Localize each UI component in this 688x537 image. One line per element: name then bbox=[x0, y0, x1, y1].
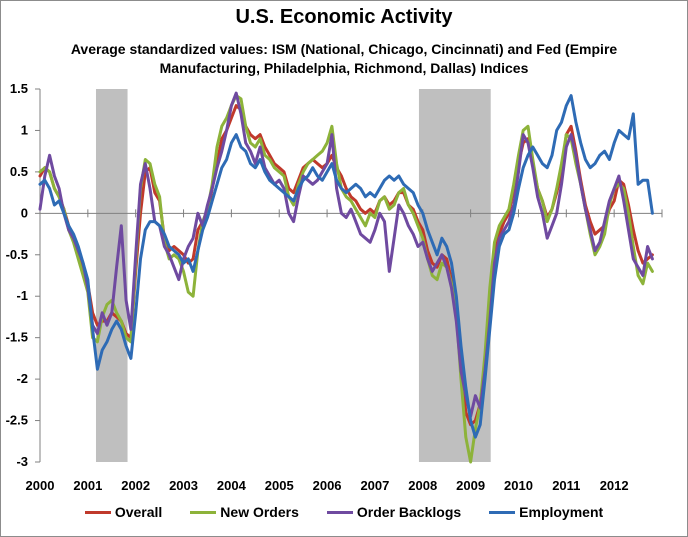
y-tick-label: -1.5 bbox=[6, 330, 28, 345]
y-tick-label: -0.5 bbox=[6, 247, 28, 262]
y-tick-labels: 1.5 1 0.5 0 -0.5 -1 -1.5 -2 -2.5 -3 bbox=[6, 81, 28, 469]
chart-title: U.S. Economic Activity bbox=[235, 6, 453, 28]
chart-subtitle-line-1: Average standardized values: ISM (Nation… bbox=[70, 41, 618, 57]
y-tick-label: -3 bbox=[16, 454, 28, 469]
legend-item: Overall bbox=[84, 504, 163, 520]
legend-swatch bbox=[489, 510, 516, 514]
y-tick-label: -1 bbox=[16, 288, 28, 303]
x-tick-label: 2004 bbox=[217, 478, 247, 493]
y-tick-label: -2.5 bbox=[6, 413, 28, 428]
x-tick-label: 2011 bbox=[552, 478, 580, 493]
legend-item: Order Backlogs bbox=[326, 504, 462, 520]
legend: Overall New Orders Order Backlogs Employmen… bbox=[0, 504, 688, 520]
x-tick-label: 2008 bbox=[408, 478, 437, 493]
legend-item: Employment bbox=[489, 504, 603, 520]
series-line-order-backlogs bbox=[38, 91, 654, 418]
legend-item: New Orders bbox=[190, 504, 299, 520]
x-tick-label: 2006 bbox=[313, 478, 342, 493]
chart-subtitle-line-2: Manufacturing, Philadelphia, Richmond, D… bbox=[159, 60, 529, 76]
series-line-overall bbox=[38, 104, 654, 427]
x-tick-label: 2001 bbox=[73, 478, 102, 493]
series-line-employment bbox=[38, 94, 654, 439]
recession-band bbox=[95, 89, 128, 462]
x-tick-label: 2002 bbox=[121, 478, 150, 493]
legend-swatch bbox=[84, 510, 111, 514]
x-tick-label: 2000 bbox=[26, 478, 55, 493]
legend-swatch bbox=[326, 510, 353, 514]
y-tick-label: 1.5 bbox=[10, 81, 28, 96]
x-tick-label: 2007 bbox=[360, 478, 389, 493]
legend-swatch bbox=[190, 510, 217, 514]
legend-label: New Orders bbox=[220, 504, 299, 520]
x-tick-label: 2010 bbox=[504, 478, 533, 493]
x-tick-label: 2003 bbox=[169, 478, 198, 493]
legend-label: Overall bbox=[114, 504, 163, 520]
y-tick-label: -2 bbox=[16, 371, 28, 386]
y-tick-label: 0 bbox=[21, 205, 28, 220]
x-tick-label: 2005 bbox=[265, 478, 294, 493]
y-tick-label: 1 bbox=[21, 122, 28, 137]
y-tick-label: 0.5 bbox=[10, 164, 28, 179]
x-tick-label: 2009 bbox=[456, 478, 485, 493]
legend-label: Employment bbox=[519, 504, 604, 520]
series-line-new-orders bbox=[38, 94, 654, 464]
series-lines bbox=[38, 91, 654, 464]
legend-label: Order Backlogs bbox=[356, 504, 462, 520]
x-tick-label: 2012 bbox=[600, 478, 629, 493]
chart-subtitle: Average standardized values: ISM (Nation… bbox=[40, 40, 648, 78]
x-tick-labels: 2000 2001 2002 2003 2004 2005 2006 2007 2008 2009… bbox=[26, 478, 629, 493]
